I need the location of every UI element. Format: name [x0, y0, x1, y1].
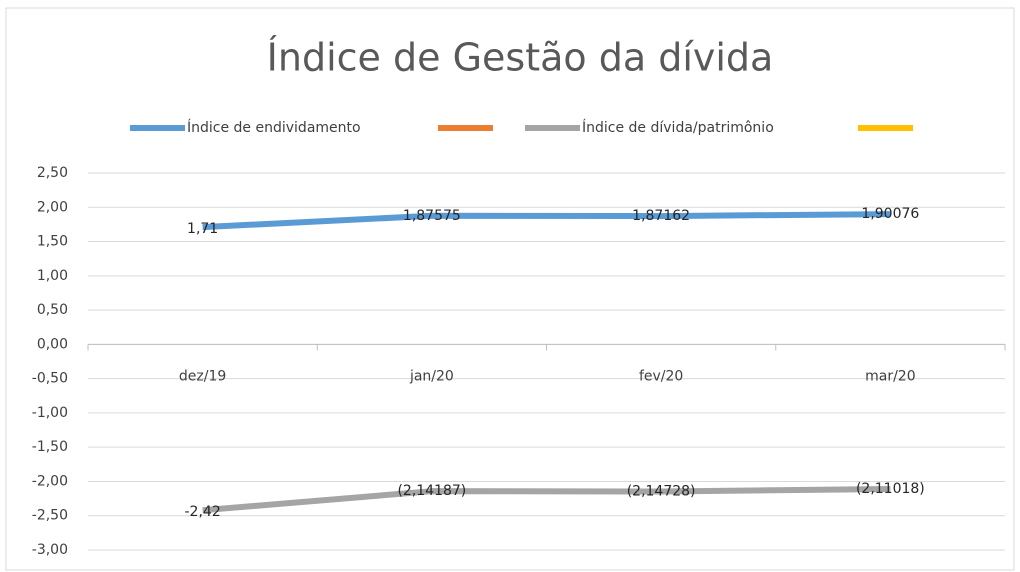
legend-label: Índice de endividamento [187, 119, 361, 136]
series-line [202, 211, 891, 231]
legend-label: Índice de dívida/patrimônio [582, 119, 774, 136]
x-tick-label: dez/19 [179, 368, 226, 384]
y-tick-label: -0,50 [32, 371, 68, 387]
data-label: (2,14728) [627, 484, 696, 500]
data-label: 1,87162 [632, 208, 690, 224]
data-label: (2,14187) [397, 483, 466, 499]
y-tick-label: -2,50 [32, 508, 68, 524]
x-tick-label: mar/20 [865, 368, 916, 384]
x-tick-label: fev/20 [639, 368, 683, 384]
data-label: -2,42 [185, 504, 221, 520]
data-label: 1,71 [187, 221, 218, 237]
y-tick-label: 2,00 [37, 199, 68, 215]
y-tick-label: -2,00 [32, 473, 68, 489]
chart-border [5, 7, 1015, 571]
y-tick-label: -1,50 [32, 439, 68, 455]
chart-title: Índice de Gestão da dívida [267, 36, 774, 80]
x-tick-label: jan/20 [409, 368, 454, 384]
y-tick-label: 2,50 [37, 165, 68, 181]
y-tick-label: 1,50 [37, 234, 68, 250]
series-line [202, 486, 891, 514]
y-tick-label: -1,00 [32, 405, 68, 421]
data-label: 1,90076 [861, 206, 919, 222]
data-label: 1,87575 [403, 208, 461, 224]
y-tick-label: 0,00 [37, 336, 68, 352]
data-label: (2,11018) [856, 481, 925, 497]
y-tick-label: -3,00 [32, 542, 68, 558]
y-tick-label: 0,50 [37, 302, 68, 318]
y-tick-label: 1,00 [37, 268, 68, 284]
